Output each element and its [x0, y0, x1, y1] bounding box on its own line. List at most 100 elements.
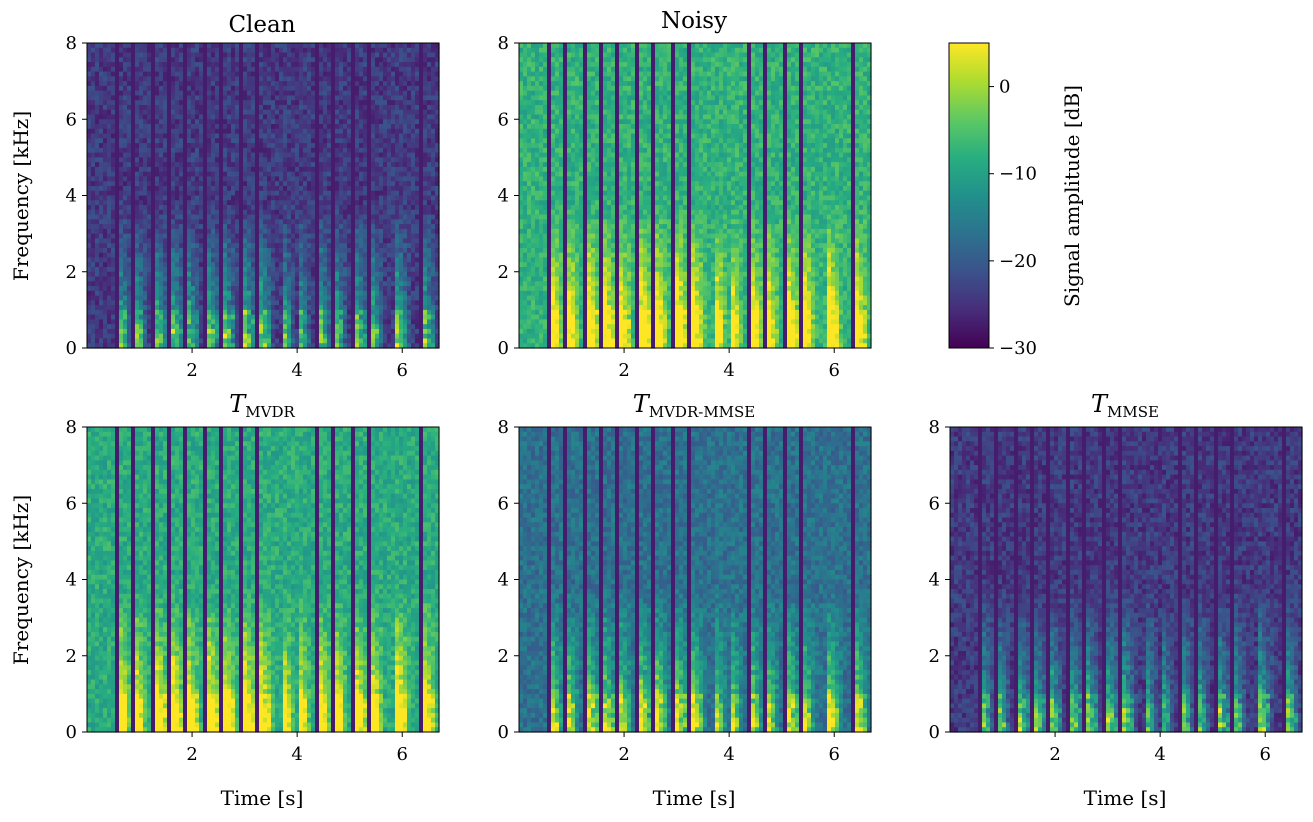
heatmap-cell — [279, 253, 284, 258]
heatmap-cell — [231, 205, 236, 210]
heatmap-cell — [375, 286, 380, 291]
heatmap-cell — [375, 110, 380, 115]
heatmap-cell — [87, 257, 92, 262]
heatmap-cell — [271, 243, 276, 248]
heatmap-cell — [323, 281, 328, 286]
heatmap-cell — [327, 67, 332, 72]
heatmap-cell — [91, 300, 96, 305]
heatmap-cell — [159, 72, 164, 77]
heatmap-cell — [195, 162, 200, 167]
heatmap-cell — [323, 114, 328, 119]
heatmap-cell — [95, 114, 100, 119]
heatmap-cell — [123, 53, 128, 58]
heatmap-cell — [95, 176, 100, 181]
heatmap-cell — [223, 305, 228, 310]
heatmap-cell — [339, 81, 344, 86]
heatmap-cell — [323, 57, 328, 62]
heatmap-cell — [187, 238, 192, 243]
heatmap-cell — [279, 305, 284, 310]
heatmap-cell — [315, 157, 320, 162]
heatmap-cell — [183, 205, 188, 210]
heatmap-cell — [167, 200, 172, 205]
heatmap-cell — [115, 153, 120, 158]
heatmap-cell — [291, 181, 296, 186]
heatmap-cell — [395, 91, 400, 96]
heatmap-cell — [319, 291, 324, 296]
heatmap-cell — [135, 248, 140, 253]
heatmap-cell — [143, 305, 148, 310]
heatmap-cell — [335, 105, 340, 110]
heatmap-cell — [387, 238, 392, 243]
heatmap-cell — [127, 267, 132, 272]
heatmap-cell — [299, 200, 304, 205]
heatmap-cell — [259, 277, 264, 282]
heatmap-cell — [215, 234, 220, 239]
heatmap-cell — [255, 172, 260, 177]
heatmap-cell — [383, 300, 388, 305]
heatmap-cell — [159, 300, 164, 305]
heatmap-cell — [391, 315, 396, 320]
heatmap-cell — [123, 300, 128, 305]
heatmap-cell — [355, 76, 360, 81]
heatmap-cell — [319, 305, 324, 310]
heatmap-cell — [391, 124, 396, 129]
heatmap-cell — [319, 76, 324, 81]
heatmap-cell — [291, 319, 296, 324]
heatmap-cell — [147, 57, 152, 62]
heatmap-cell — [375, 76, 380, 81]
heatmap-cell — [227, 272, 232, 277]
heatmap-cell — [175, 143, 180, 148]
heatmap-cell — [311, 81, 316, 86]
heatmap-cell — [135, 200, 140, 205]
heatmap-cell — [375, 253, 380, 258]
heatmap-cell — [235, 129, 240, 134]
heatmap-cell — [327, 281, 332, 286]
heatmap-cell — [303, 167, 308, 172]
heatmap-cell — [279, 48, 284, 53]
heatmap-cell — [155, 219, 160, 224]
heatmap-cell — [347, 119, 352, 124]
heatmap-cell — [267, 67, 272, 72]
heatmap-cell — [151, 176, 156, 181]
heatmap-cell — [151, 248, 156, 253]
heatmap-cell — [171, 62, 176, 67]
heatmap-cell — [279, 277, 284, 282]
heatmap-cell — [291, 257, 296, 262]
heatmap-cell — [155, 205, 160, 210]
heatmap-cell — [267, 129, 272, 134]
heatmap-cell — [251, 272, 256, 277]
heatmap-cell — [303, 257, 308, 262]
heatmap-cell — [387, 229, 392, 234]
heatmap-cell — [139, 253, 144, 258]
heatmap-cell — [271, 262, 276, 267]
heatmap-cell — [179, 281, 184, 286]
heatmap-cell — [291, 76, 296, 81]
heatmap-cell — [335, 57, 340, 62]
heatmap-cell — [211, 91, 216, 96]
heatmap-cell — [371, 262, 376, 267]
heatmap-cell — [347, 291, 352, 296]
heatmap-cell — [239, 234, 244, 239]
heatmap-cell — [371, 143, 376, 148]
heatmap-cell — [163, 238, 168, 243]
heatmap-cell — [259, 162, 264, 167]
heatmap-cell — [331, 76, 336, 81]
heatmap-cell — [215, 162, 220, 167]
heatmap-cell — [207, 186, 212, 191]
heatmap-cell — [159, 143, 164, 148]
heatmap-cell — [283, 334, 288, 339]
heatmap-cell — [139, 219, 144, 224]
heatmap-cell — [159, 305, 164, 310]
heatmap-cell — [215, 238, 220, 243]
heatmap-cell — [199, 219, 204, 224]
heatmap-cell — [143, 319, 148, 324]
heatmap-cell — [395, 215, 400, 220]
heatmap-cell — [259, 238, 264, 243]
heatmap-cell — [323, 248, 328, 253]
heatmap-cell — [255, 334, 260, 339]
heatmap-cell — [275, 267, 280, 272]
heatmap-cell — [251, 338, 256, 343]
heatmap-cell — [123, 138, 128, 143]
heatmap-cell — [355, 315, 360, 320]
heatmap-cell — [283, 300, 288, 305]
